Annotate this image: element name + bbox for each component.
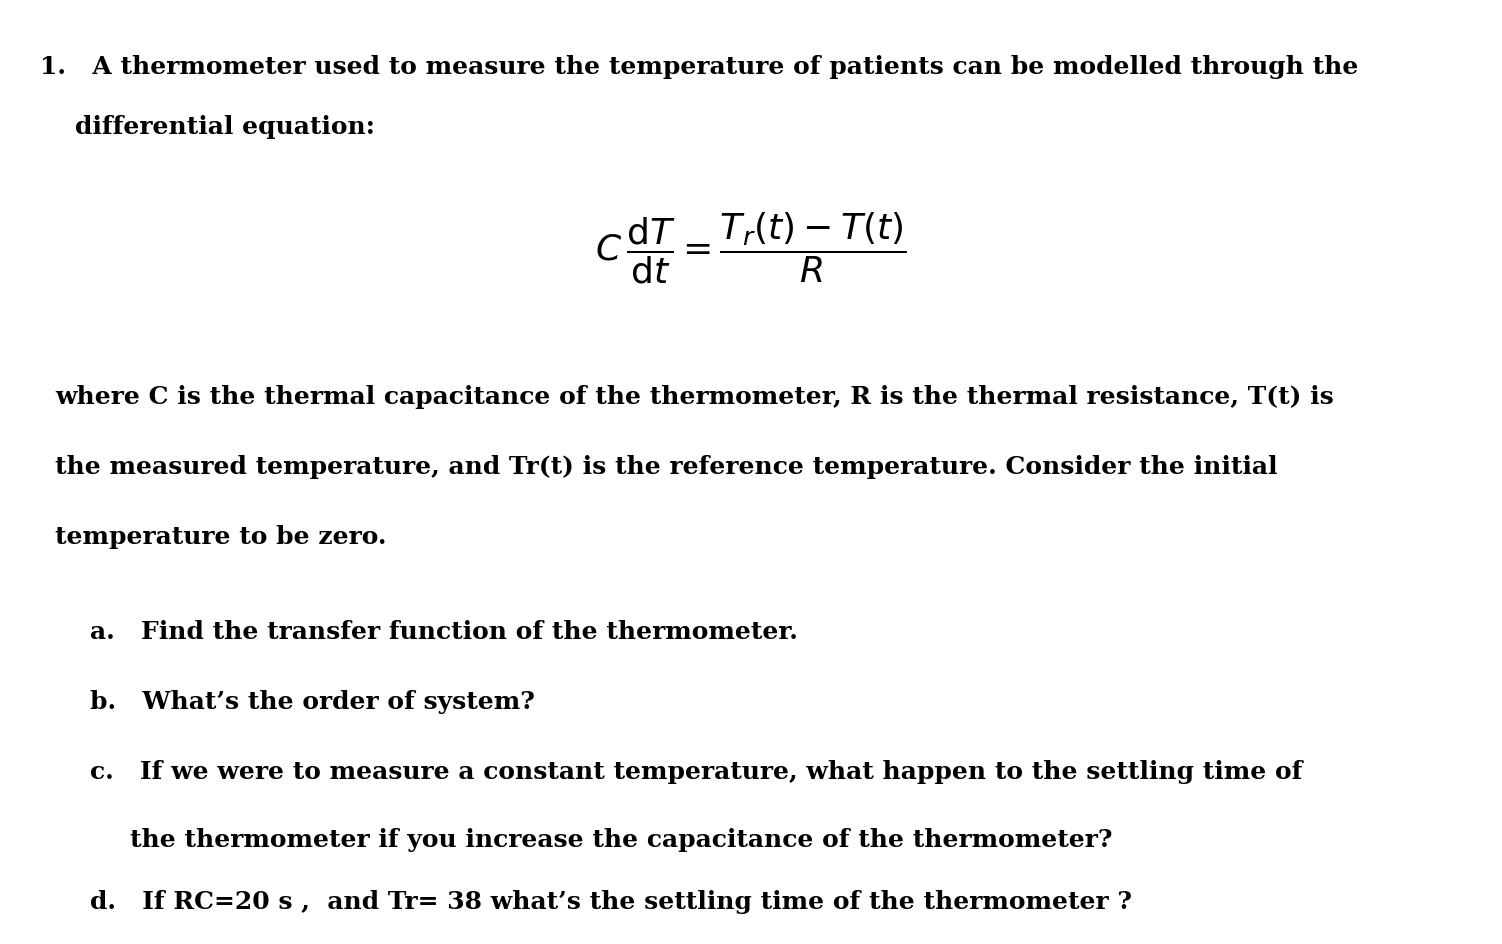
Text: $C\,\dfrac{\mathrm{d}T}{\mathrm{d}t} = \dfrac{T_r(t) - T(t)}{R}$: $C\,\dfrac{\mathrm{d}T}{\mathrm{d}t} = \… <box>595 211 907 286</box>
Text: 1.   A thermometer used to measure the temperature of patients can be modelled t: 1. A thermometer used to measure the tem… <box>41 55 1358 79</box>
Text: a.   Find the transfer function of the thermometer.: a. Find the transfer function of the the… <box>90 620 798 644</box>
Text: c.   If we were to measure a constant temperature, what happen to the settling t: c. If we were to measure a constant temp… <box>90 760 1302 784</box>
Text: the thermometer if you increase the capacitance of the thermometer?: the thermometer if you increase the capa… <box>131 828 1113 852</box>
Text: the measured temperature, and Tr(t) is the reference temperature. Consider the i: the measured temperature, and Tr(t) is t… <box>56 455 1278 479</box>
Text: b.   What’s the order of system?: b. What’s the order of system? <box>90 690 535 714</box>
Text: differential equation:: differential equation: <box>75 115 376 139</box>
Text: temperature to be zero.: temperature to be zero. <box>56 525 386 549</box>
Text: where C is the thermal capacitance of the thermometer, R is the thermal resistan: where C is the thermal capacitance of th… <box>56 385 1334 409</box>
Text: d.   If RC=20 s ,  and Tr= 38 what’s the settling time of the thermometer ?: d. If RC=20 s , and Tr= 38 what’s the se… <box>90 890 1133 914</box>
